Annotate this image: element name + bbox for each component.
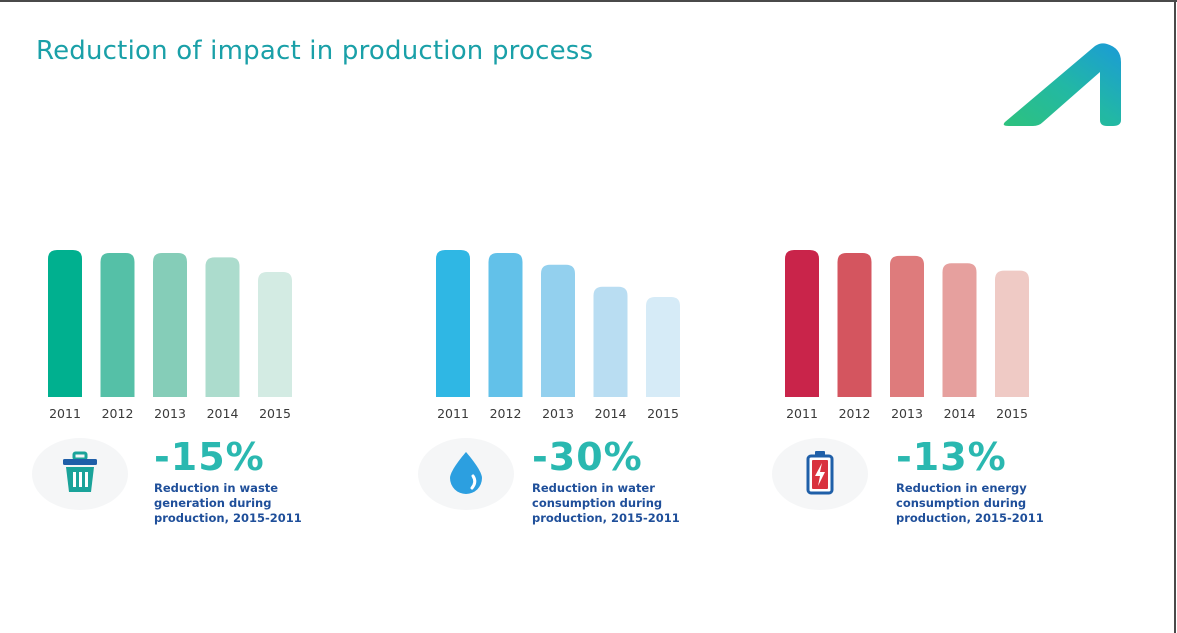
battery-charging-icon bbox=[805, 449, 835, 499]
x-tick-label: 2014 bbox=[944, 406, 976, 421]
water-percent: -30% bbox=[532, 435, 643, 479]
bar-2013 bbox=[153, 252, 187, 397]
bar-2011 bbox=[436, 250, 470, 397]
x-tick-label: 2015 bbox=[259, 406, 291, 421]
energy-description: Reduction in energy consumption during p… bbox=[896, 481, 1044, 525]
x-tick-label: 2011 bbox=[786, 406, 818, 421]
x-tick-label: 2012 bbox=[839, 406, 871, 421]
waste-description: Reduction in waste generation during pro… bbox=[154, 481, 302, 525]
bar-2012 bbox=[100, 252, 135, 397]
frame-right-border bbox=[1174, 0, 1176, 633]
x-tick-label: 2013 bbox=[891, 406, 923, 421]
water-description: Reduction in water consumption during pr… bbox=[532, 481, 680, 525]
x-tick-label: 2011 bbox=[437, 406, 469, 421]
energy-icon-circle bbox=[772, 438, 868, 510]
page-title: Reduction of impact in production proces… bbox=[36, 36, 594, 66]
x-tick-label: 2011 bbox=[49, 406, 81, 421]
bar-2013 bbox=[890, 255, 924, 397]
water-icon-circle bbox=[418, 438, 514, 510]
waste-bar-chart: 2011 2012 2013 2014 2015 bbox=[46, 250, 306, 425]
x-tick-label: 2012 bbox=[490, 406, 522, 421]
x-tick-label: 2012 bbox=[102, 406, 134, 421]
x-tick-label: 2015 bbox=[647, 406, 679, 421]
energy-percent: -13% bbox=[896, 435, 1007, 479]
energy-bar-chart: 2011 2012 2013 2014 2015 bbox=[783, 250, 1043, 425]
bar-2013 bbox=[541, 264, 575, 397]
water-bar-chart: 2011 2012 2013 2014 2015 bbox=[434, 250, 694, 425]
bar-2011 bbox=[785, 250, 819, 397]
bar-2011 bbox=[48, 250, 82, 397]
frame-top-border bbox=[0, 0, 1177, 2]
bar-2014 bbox=[205, 257, 240, 397]
waste-percent: -15% bbox=[154, 435, 265, 479]
bar-2014 bbox=[593, 286, 628, 397]
x-tick-label: 2013 bbox=[154, 406, 186, 421]
brand-logo bbox=[1003, 42, 1123, 128]
bar-2012 bbox=[488, 252, 523, 397]
x-tick-label: 2014 bbox=[207, 406, 239, 421]
x-tick-label: 2015 bbox=[996, 406, 1028, 421]
trash-icon bbox=[57, 449, 103, 499]
water-drop-icon bbox=[446, 450, 486, 498]
x-tick-label: 2014 bbox=[595, 406, 627, 421]
bar-2015 bbox=[995, 270, 1029, 397]
bar-2015 bbox=[646, 297, 680, 397]
bar-2012 bbox=[837, 252, 872, 397]
x-tick-label: 2013 bbox=[542, 406, 574, 421]
waste-icon-circle bbox=[32, 438, 128, 510]
bar-2014 bbox=[942, 263, 977, 397]
bar-2015 bbox=[258, 272, 292, 397]
